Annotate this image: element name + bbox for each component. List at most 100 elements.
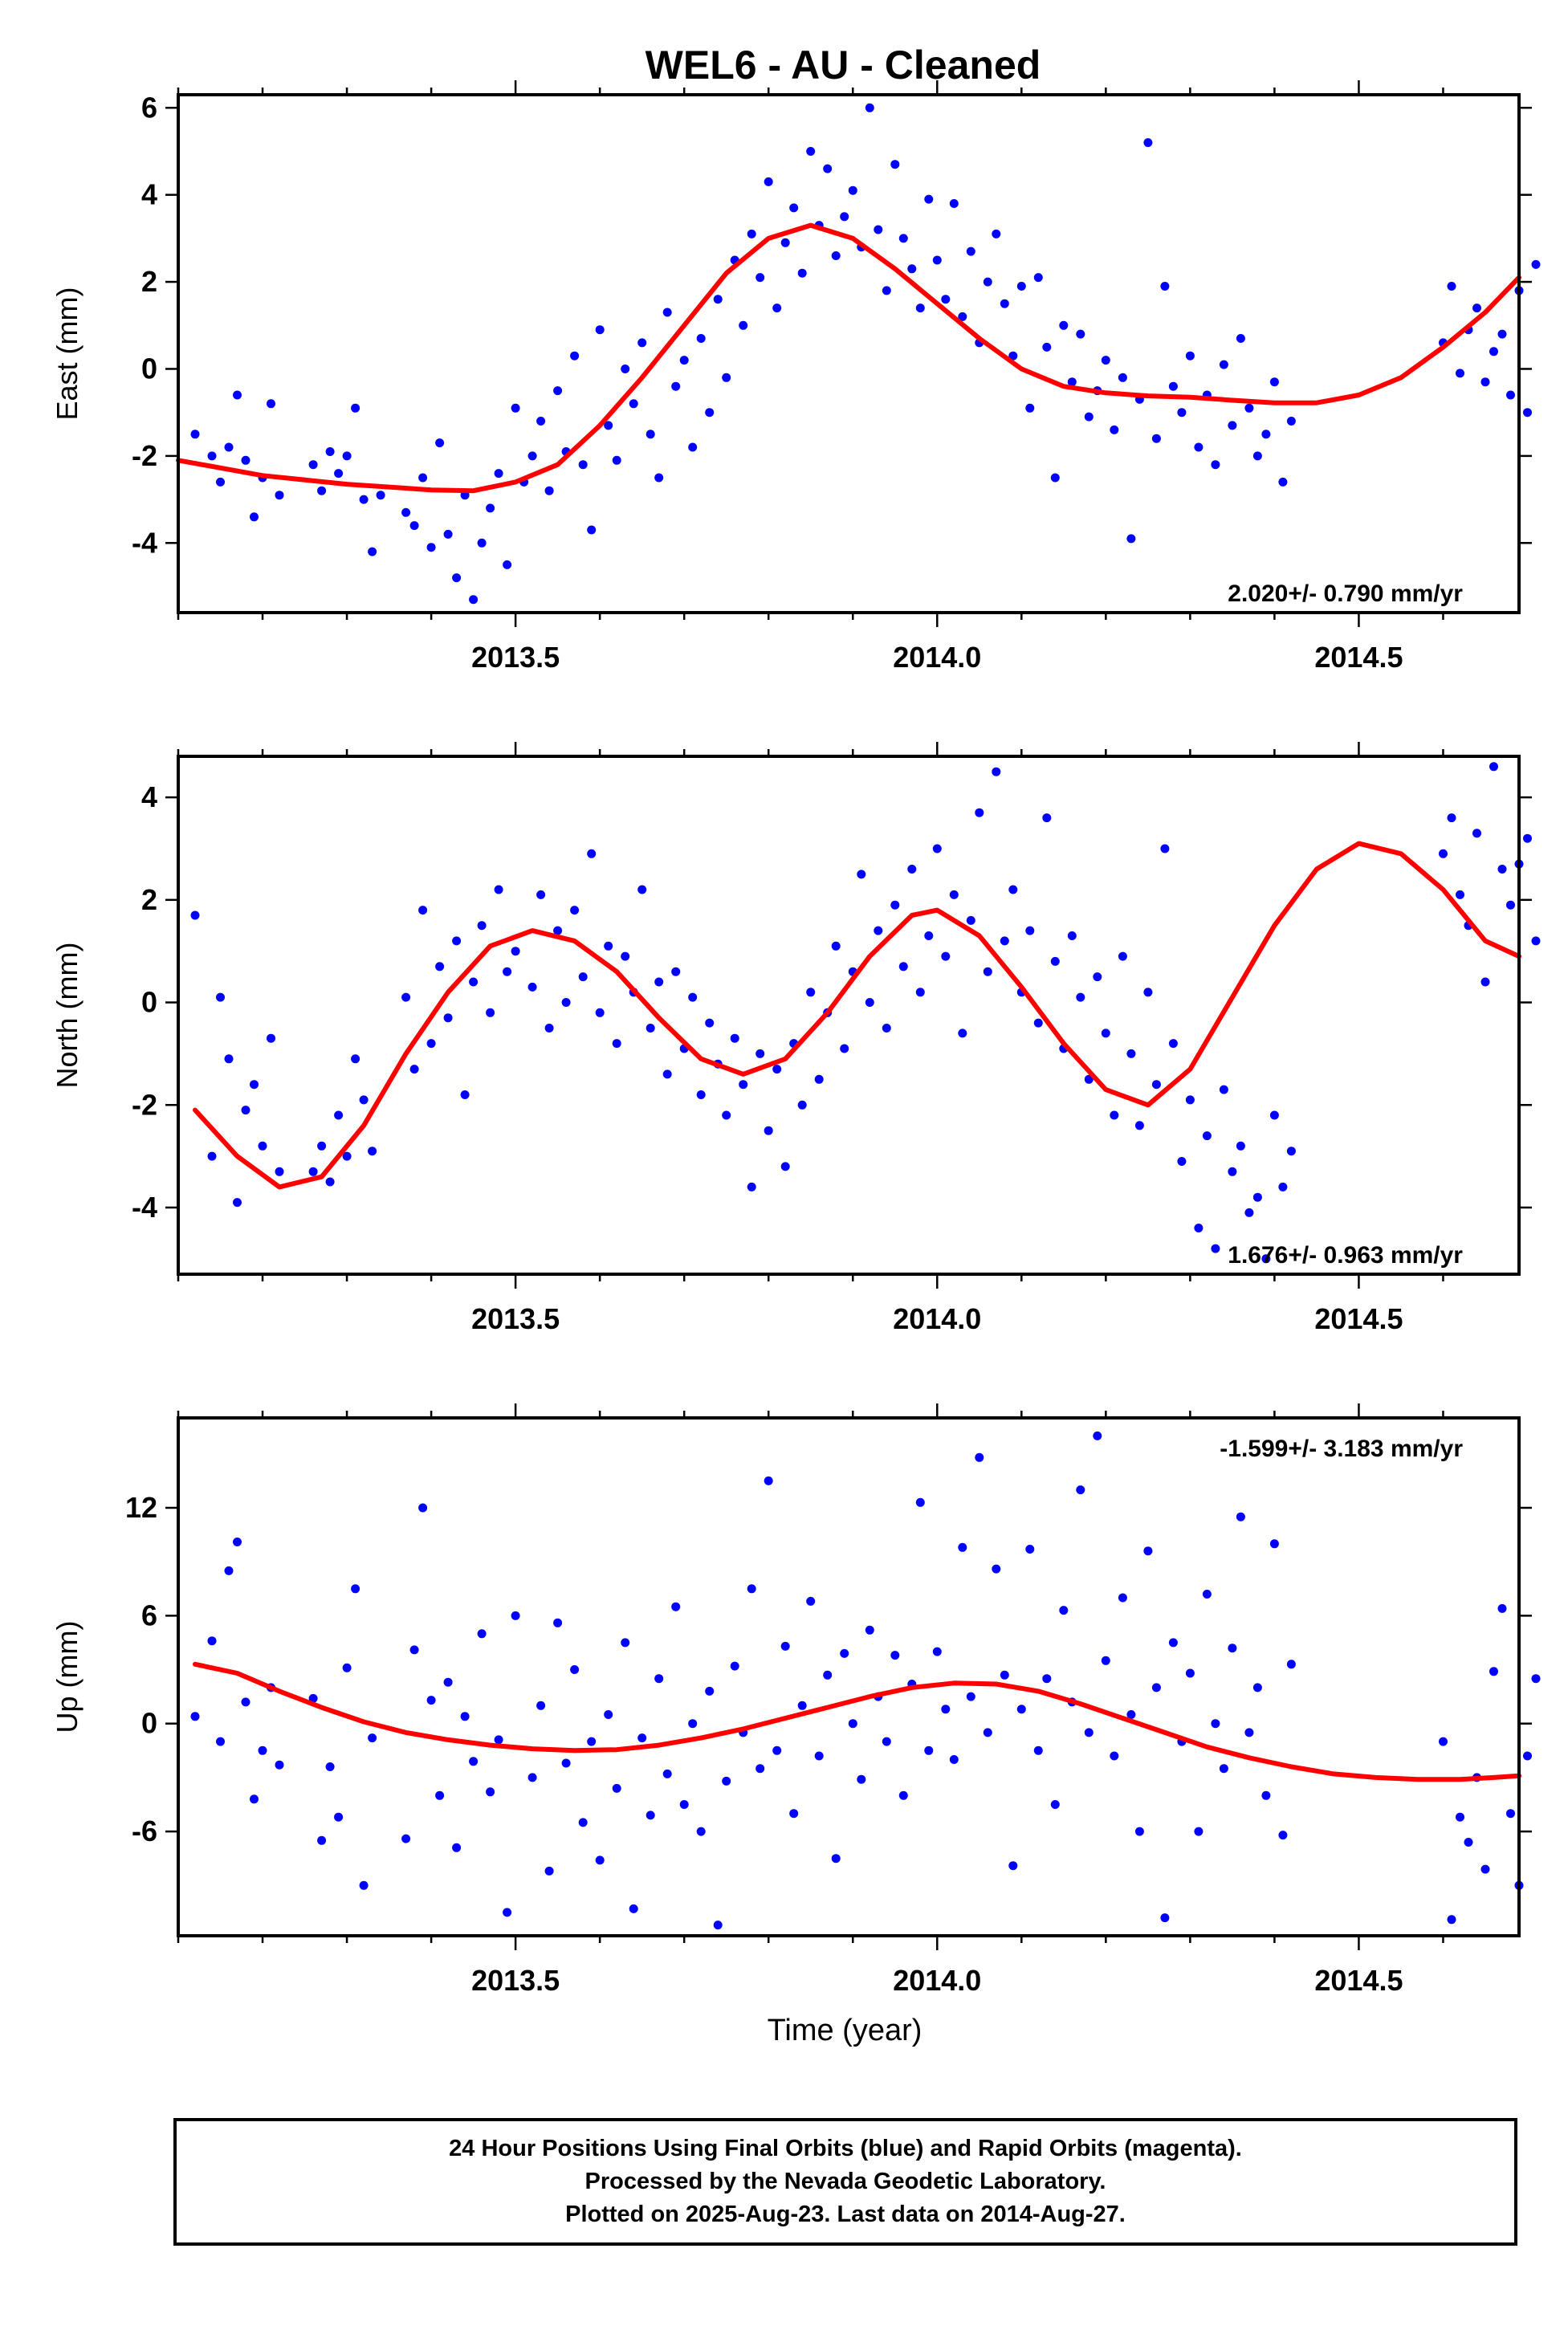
east-data-point [764, 177, 773, 186]
east-data-point [1143, 138, 1153, 148]
up-data-point [1286, 1660, 1296, 1669]
north-data-point [561, 998, 571, 1007]
north-data-point [1168, 1039, 1178, 1049]
north-data-point [368, 1147, 377, 1156]
north-y-tick-label: -2 [132, 1088, 157, 1121]
up-data-point [604, 1710, 613, 1719]
up-data-point [275, 1760, 284, 1770]
up-data-point [1194, 1827, 1203, 1836]
east-data-point [1211, 460, 1220, 470]
up-data-point [1480, 1864, 1490, 1874]
up-data-point [1042, 1674, 1052, 1684]
east-x-tick-label: 2014.0 [893, 641, 981, 674]
north-data-point [764, 1126, 773, 1135]
north-data-point [755, 1049, 765, 1058]
north-x-tick-label: 2014.5 [1314, 1302, 1403, 1335]
north-data-point [275, 1167, 284, 1176]
east-data-point [797, 268, 807, 278]
north-data-point [941, 951, 951, 961]
east-data-point [250, 512, 259, 522]
north-data-point [907, 865, 917, 874]
east-data-point [1228, 421, 1237, 430]
up-data-point [823, 1670, 833, 1680]
east-data-point [958, 312, 967, 321]
up-data-point [1439, 1737, 1448, 1746]
east-x-tick-label: 2014.5 [1314, 641, 1403, 674]
north-data-point [1261, 1254, 1271, 1264]
up-data-point [443, 1677, 453, 1687]
up-data-point [1000, 1670, 1009, 1680]
up-data-point [241, 1697, 250, 1707]
east-data-point [1042, 342, 1052, 352]
up-data-point [1151, 1683, 1161, 1692]
north-data-point [949, 890, 959, 899]
up-data-point [190, 1712, 200, 1721]
up-data-point [527, 1773, 537, 1782]
up-data-point [1168, 1638, 1178, 1648]
north-data-point [924, 931, 934, 940]
east-data-point [915, 303, 925, 313]
east-data-point [1151, 434, 1161, 443]
east-data-point [780, 238, 790, 247]
east-data-point [494, 469, 503, 479]
up-data-point [898, 1790, 908, 1800]
east-data-point [840, 212, 849, 222]
north-data-point [662, 1069, 672, 1079]
east-data-point [536, 417, 546, 426]
north-data-point [409, 1065, 419, 1074]
up-data-point [553, 1618, 563, 1627]
east-y-tick-label: 4 [141, 178, 157, 211]
north-data-point [207, 1151, 217, 1161]
up-data-point [983, 1728, 992, 1737]
up-data-point [452, 1843, 462, 1852]
north-data-point [486, 1008, 495, 1017]
up-data-point [646, 1811, 655, 1820]
north-data-point [890, 900, 900, 910]
east-data-point [992, 229, 1001, 238]
east-data-point [418, 473, 428, 483]
north-points [190, 762, 1541, 1264]
up-data-point [1252, 1683, 1262, 1692]
east-data-point [924, 194, 934, 204]
north-data-point [544, 1024, 554, 1033]
north-data-point [1497, 865, 1507, 874]
east-data-point [688, 442, 698, 452]
north-data-point [1480, 977, 1490, 987]
up-data-point [317, 1835, 327, 1845]
north-data-point [536, 890, 546, 899]
east-points [190, 103, 1541, 605]
east-data-point [755, 273, 765, 283]
up-data-point [890, 1651, 900, 1660]
north-data-point [595, 1008, 605, 1017]
up-data-point [258, 1745, 267, 1755]
north-data-point [621, 951, 630, 961]
up-data-point [941, 1705, 951, 1714]
up-data-point [696, 1827, 706, 1836]
up-data-point [1093, 1431, 1102, 1440]
north-data-point [772, 1065, 782, 1074]
east-data-point [376, 491, 385, 500]
east-data-point [1101, 356, 1110, 365]
north-data-point [1211, 1244, 1220, 1253]
east-data-point [1033, 273, 1043, 283]
east-data-point [267, 399, 275, 409]
north-data-point [317, 1141, 327, 1151]
east-data-point [409, 521, 419, 531]
east-ticks: 2013.5 2014.0 2014.5 -4 -2 0 2 4 6 [132, 80, 1532, 674]
north-data-point [233, 1198, 242, 1208]
up-data-point [662, 1769, 672, 1778]
north-data-point [216, 992, 225, 1002]
up-data-point [975, 1452, 984, 1462]
east-data-point [1126, 534, 1136, 544]
up-data-point [688, 1719, 698, 1729]
north-data-point [730, 1033, 739, 1043]
north-plot-frame [177, 755, 1521, 1276]
east-y-axis-label: East (mm) [51, 287, 83, 421]
north-data-point [1219, 1085, 1228, 1094]
east-plot-frame [177, 93, 1521, 614]
east-data-point [654, 473, 664, 483]
east-data-point [1489, 347, 1498, 356]
east-data-point [865, 103, 874, 112]
east-data-point [747, 229, 756, 238]
